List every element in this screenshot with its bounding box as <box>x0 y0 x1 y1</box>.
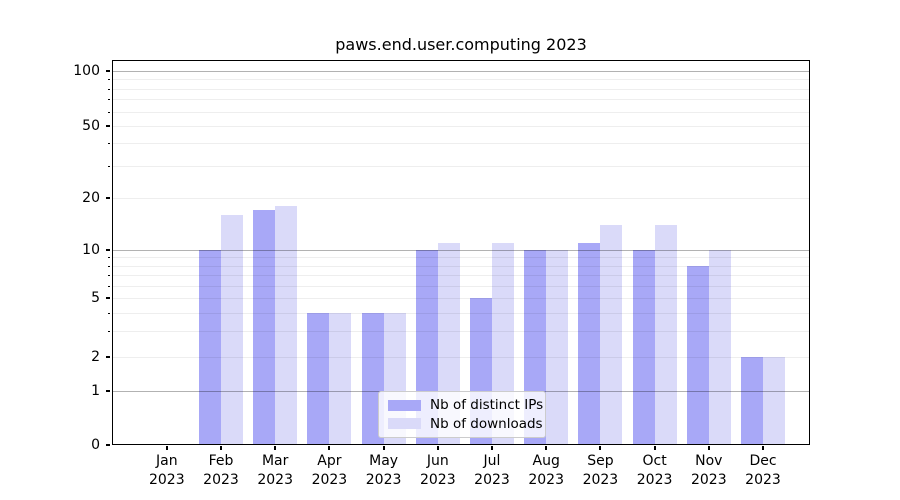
gridline-minor <box>112 331 810 333</box>
gridline-minor <box>112 126 810 127</box>
y-tick-label: 1 <box>91 383 100 399</box>
x-tick-label: Aug 2023 <box>528 453 564 488</box>
y-tick-label: 5 <box>91 290 100 307</box>
y-minor-tick <box>108 165 110 167</box>
x-tick-label: Feb 2023 <box>203 453 239 488</box>
bar <box>686 265 709 445</box>
chart-title: paws.end.user.computing 2023 <box>335 35 587 54</box>
x-tick-label: Oct 2023 <box>636 453 673 488</box>
x-tick-label: Jan 2023 <box>148 453 185 488</box>
legend-swatch-downloads <box>388 418 421 430</box>
y-minor-tick <box>108 285 110 287</box>
gridline-minor <box>112 312 810 314</box>
y-tick <box>106 125 110 127</box>
legend-label-downloads: Nb of downloads <box>430 415 543 432</box>
x-tick-label: Mar 2023 <box>257 453 293 488</box>
gridline-minor <box>112 285 810 287</box>
gridline-major <box>112 71 810 72</box>
y-tick-label: 20 <box>82 189 100 206</box>
x-tick <box>653 446 656 450</box>
y-tick-label: 50 <box>82 118 100 134</box>
x-tick <box>762 446 764 450</box>
bar <box>600 224 623 445</box>
x-tick <box>274 446 277 450</box>
bar <box>275 205 298 445</box>
bar <box>632 250 655 445</box>
gridline-minor <box>112 274 810 276</box>
bar <box>578 242 601 445</box>
legend-label-distinct-ips: Nb of distinct IPs <box>430 397 544 414</box>
plot-area <box>112 60 810 445</box>
x-tick <box>220 446 222 450</box>
y-minor-tick <box>108 312 110 314</box>
y-minor-tick <box>108 111 110 113</box>
x-tick <box>599 446 602 450</box>
gridline-minor <box>112 88 810 90</box>
y-minor-tick <box>108 274 110 276</box>
bar <box>253 209 276 445</box>
legend-item-downloads: Nb of downloads <box>388 416 543 432</box>
y-tick-label: 2 <box>91 349 100 365</box>
x-tick-label: Jul 2023 <box>474 453 510 488</box>
bar <box>708 250 731 445</box>
bar <box>307 312 330 445</box>
gridline-major <box>112 250 810 251</box>
gridline-minor <box>112 298 810 300</box>
bar <box>546 250 569 445</box>
x-tick <box>382 446 385 450</box>
legend-swatch-distinct-ips <box>388 399 421 411</box>
x-tick-label: Apr 2023 <box>311 453 348 488</box>
x-tick-label: Nov 2023 <box>690 453 727 488</box>
y-tick <box>106 70 110 72</box>
bar <box>763 357 785 445</box>
gridline-minor <box>112 357 810 358</box>
gridline-minor <box>112 111 810 113</box>
x-tick <box>545 446 548 450</box>
y-minor-tick <box>108 88 110 90</box>
gridline-minor <box>112 265 810 267</box>
legend: Nb of distinct IPs Nb of downloads <box>378 391 546 438</box>
bar <box>329 312 352 445</box>
x-tick-label: May 2023 <box>365 453 402 488</box>
x-tick <box>436 446 439 450</box>
x-tick <box>165 446 168 450</box>
y-minor-tick <box>108 99 110 101</box>
bar <box>741 357 763 445</box>
gridline-minor <box>112 165 810 167</box>
x-tick <box>328 446 331 450</box>
bar <box>654 224 677 445</box>
gridline-minor <box>112 143 810 145</box>
y-tick <box>106 297 110 300</box>
y-tick <box>106 390 110 392</box>
gridline-minor <box>112 197 810 199</box>
x-tick-label: Jun 2023 <box>419 453 456 488</box>
y-tick <box>106 196 110 199</box>
y-minor-tick <box>108 143 110 145</box>
y-minor-tick <box>108 79 110 81</box>
y-tick-label: 0 <box>91 437 100 453</box>
gridline-minor <box>112 99 810 101</box>
x-tick <box>491 446 493 450</box>
x-tick-label: Sep 2023 <box>582 453 619 488</box>
y-tick <box>106 249 110 251</box>
x-tick <box>707 446 710 450</box>
gridline-minor <box>112 257 810 259</box>
y-tick-label: 10 <box>82 242 100 258</box>
legend-item-distinct-ips: Nb of distinct IPs <box>388 397 543 413</box>
y-tick <box>106 356 110 358</box>
y-minor-tick <box>108 331 110 333</box>
y-minor-tick <box>108 265 110 267</box>
bar <box>199 250 221 445</box>
y-tick-label: 100 <box>73 63 100 79</box>
y-tick <box>106 444 110 446</box>
x-tick-label: Dec 2023 <box>745 453 781 488</box>
bar <box>221 214 243 445</box>
y-minor-tick <box>108 257 110 259</box>
gridline-minor <box>112 79 810 81</box>
